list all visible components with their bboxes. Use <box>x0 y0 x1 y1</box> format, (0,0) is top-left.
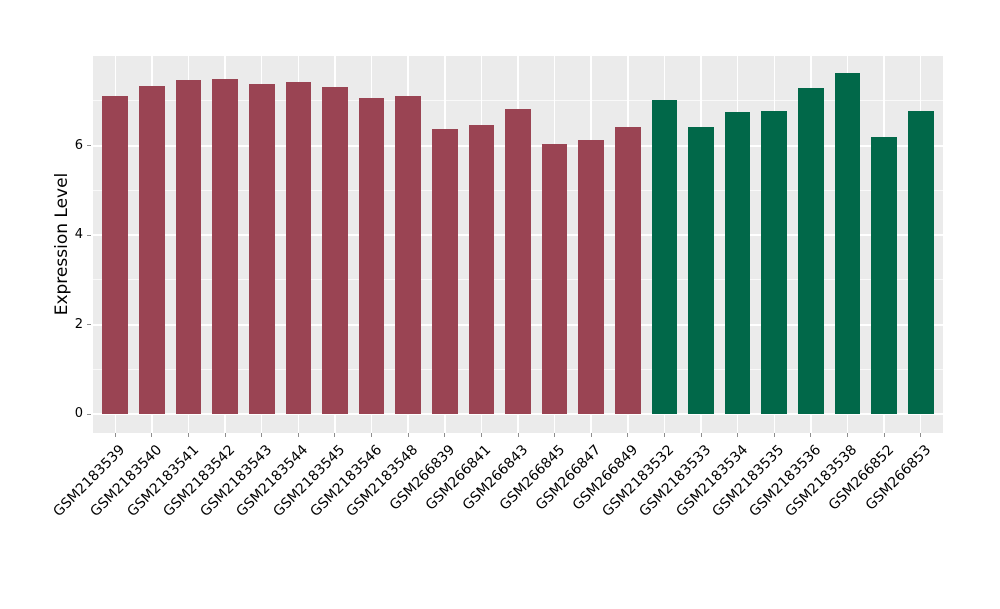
bar-GSM266853 <box>907 110 934 415</box>
y-tick-label: 4 <box>74 227 83 243</box>
bar-GSM2183539 <box>102 96 129 415</box>
bar-GSM2183546 <box>358 98 385 415</box>
y-tick-label: 2 <box>74 316 83 332</box>
x-tick-mark <box>663 433 665 437</box>
x-tick-mark <box>334 433 336 437</box>
bar-GSM266845 <box>541 144 568 415</box>
x-tick-mark <box>846 433 848 437</box>
bar-GSM2183541 <box>175 80 202 415</box>
x-tick-mark <box>554 433 556 437</box>
bar-GSM266847 <box>578 139 605 415</box>
bar-GSM266839 <box>431 128 458 415</box>
plot-panel <box>93 56 943 433</box>
bar-GSM2183548 <box>395 95 421 415</box>
bar-GSM2183532 <box>651 99 678 415</box>
x-tick-mark <box>407 433 409 437</box>
bar-GSM2183542 <box>212 79 238 415</box>
bar-GSM266849 <box>615 126 641 415</box>
x-tick-mark <box>700 433 702 437</box>
bar-GSM2183540 <box>139 86 165 415</box>
x-tick-mark <box>920 433 922 437</box>
x-tick-mark <box>114 433 116 437</box>
x-tick-mark <box>188 433 190 437</box>
x-tick-mark <box>261 433 263 437</box>
y-tick-mark <box>87 324 91 326</box>
bar-GSM2183536 <box>798 87 824 415</box>
x-tick-mark <box>737 433 739 437</box>
y-tick-mark <box>87 234 91 236</box>
x-tick-mark <box>883 433 885 437</box>
y-tick-label: 6 <box>74 137 83 153</box>
bar-GSM2183545 <box>322 87 348 415</box>
bar-GSM2183544 <box>285 81 312 415</box>
bar-GSM2183538 <box>834 73 861 415</box>
x-tick-mark <box>151 433 153 437</box>
y-tick-mark <box>87 413 91 415</box>
bar-GSM2183535 <box>761 111 788 415</box>
x-tick-mark <box>590 433 592 437</box>
y-tick-mark <box>87 145 91 147</box>
x-tick-mark <box>297 433 299 437</box>
y-tick-label: 0 <box>74 406 83 422</box>
x-tick-mark <box>371 433 373 437</box>
x-tick-mark <box>810 433 812 437</box>
bar-GSM266841 <box>468 125 495 415</box>
bar-GSM2183543 <box>248 83 275 415</box>
x-tick-mark <box>773 433 775 437</box>
bar-GSM266843 <box>505 109 531 415</box>
x-tick-mark <box>444 433 446 437</box>
bar-GSM2183533 <box>688 126 714 415</box>
bar-GSM2183534 <box>724 112 751 415</box>
x-tick-mark <box>224 433 226 437</box>
x-tick-mark <box>627 433 629 437</box>
x-tick-mark <box>480 433 482 437</box>
x-tick-mark <box>517 433 519 437</box>
bar-GSM266852 <box>871 136 897 415</box>
